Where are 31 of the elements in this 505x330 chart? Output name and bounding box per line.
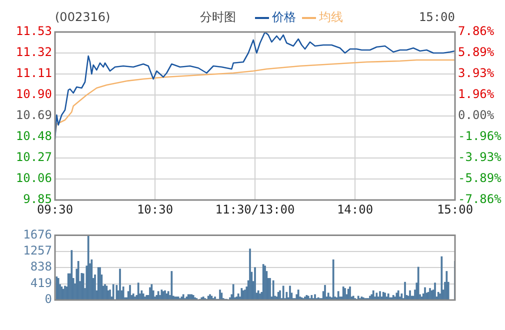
- y2-tick-label: 7.86%: [458, 24, 495, 38]
- y-tick-label: 11.53: [16, 24, 52, 38]
- y-tick-label: 419: [30, 276, 52, 290]
- y-tick-label: 0: [44, 292, 52, 306]
- legend-label: 均线: [318, 10, 343, 24]
- y2-tick-label: 0.00%: [458, 108, 495, 122]
- y-tick-label: 10.06: [16, 171, 52, 186]
- y-tick-label: 10.48: [16, 129, 52, 144]
- y2-tick-label: -5.89%: [458, 171, 502, 186]
- chart-subtitle: 分时图: [200, 10, 236, 24]
- x-tick-label: 09:30: [36, 202, 74, 216]
- text: 15:00: [418, 10, 455, 24]
- y-tick-label: 10.69: [16, 108, 52, 122]
- y-tick-label: 838: [30, 260, 52, 274]
- y-tick-label: 1676: [23, 227, 52, 242]
- y2-tick-label: -1.96%: [458, 129, 502, 144]
- y-tick-label: 10.27: [16, 150, 52, 164]
- x-tick-label: 14:00: [336, 202, 374, 216]
- y-tick-label: 1257: [23, 244, 52, 258]
- y-tick-label: 11.32: [16, 45, 52, 60]
- chart-title: (002316): [55, 10, 110, 24]
- y2-tick-label: 1.96%: [458, 87, 495, 102]
- legend-label: 价格: [271, 10, 296, 24]
- y2-tick-label: 3.93%: [458, 66, 495, 80]
- x-tick-label: 10:30: [136, 202, 174, 216]
- y2-tick-label: 5.89%: [458, 45, 495, 60]
- x-tick-label: 15:00: [436, 202, 474, 216]
- x-tick-label: 11:30/13:00: [215, 202, 295, 216]
- y-tick-label: 10.90: [16, 87, 52, 102]
- y-tick-label: 11.11: [16, 66, 52, 80]
- y2-tick-label: -3.93%: [458, 150, 502, 164]
